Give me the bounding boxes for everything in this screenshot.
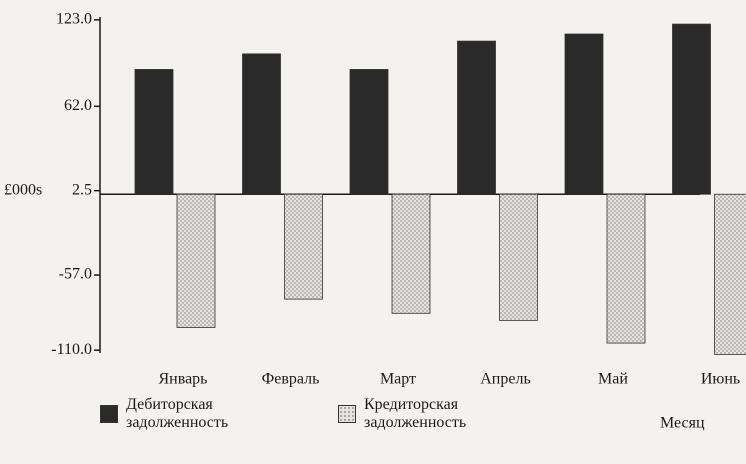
x-tick-label: Май <box>598 371 628 388</box>
x-tick-label: Июнь <box>701 371 740 388</box>
legend-swatch <box>338 405 356 423</box>
x-tick-label: Апрель <box>480 371 531 388</box>
y-axis-label: £000s <box>4 181 42 198</box>
bar <box>499 193 538 321</box>
x-tick-label: Февраль <box>262 371 320 388</box>
legend-swatch <box>100 405 118 423</box>
bar <box>714 193 746 355</box>
x-tick-label: Март <box>380 371 416 388</box>
bar <box>242 53 281 195</box>
bar <box>176 193 216 328</box>
y-tick-label: 2.5 <box>72 181 92 198</box>
y-tick-label: -57.0 <box>59 266 92 283</box>
bar <box>606 193 646 344</box>
legend-label: Кредиторская задолженность <box>364 396 467 431</box>
x-axis-label: Месяц <box>660 415 705 432</box>
bar <box>134 69 174 195</box>
y-tick-label: 62.0 <box>64 97 92 114</box>
bar <box>672 23 711 195</box>
x-tick-label: Январь <box>159 371 208 388</box>
bar <box>284 193 323 300</box>
bar <box>564 33 604 195</box>
legend-label: Дебиторская задолженность <box>126 396 229 431</box>
bar <box>457 40 496 195</box>
bar <box>391 193 431 314</box>
y-tick-label: 123.0 <box>56 11 92 28</box>
bar <box>349 69 389 195</box>
y-tick-label: -110.0 <box>51 341 92 358</box>
